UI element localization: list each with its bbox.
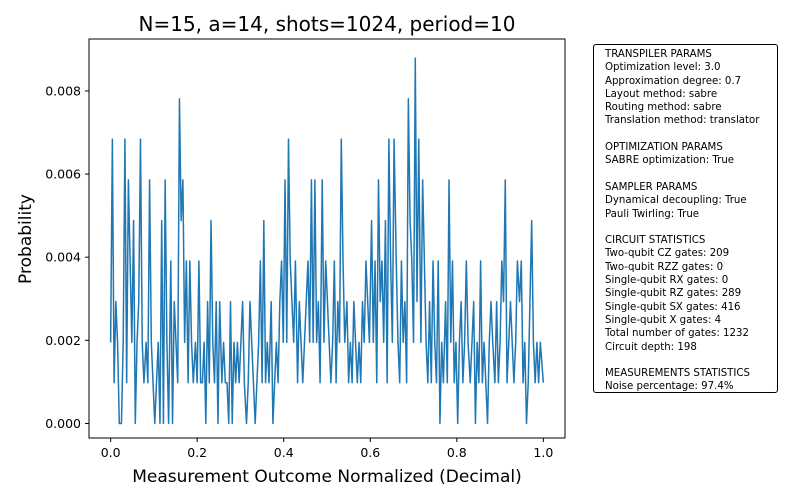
chart-title: N=15, a=14, shots=1024, period=10 [139,12,516,36]
info-box-line: MEASUREMENTS STATISTICS [605,368,750,380]
info-box-spacer [605,128,777,141]
info-box-line: TRANSPILER PARAMS [605,49,712,60]
info-box-line: Dynamical decoupling: True [605,195,747,207]
y-tick-label: 0.006 [45,167,81,182]
info-box-line: SAMPLER PARAMS [605,181,698,193]
info-box-line: Layout method: sabre [605,88,718,100]
info-box-line: Circuit depth: 198 [605,341,697,353]
info-box-line: Optimization level: 3.0 [605,62,721,74]
info-box-spacer [605,221,777,234]
x-tick-label: 0.2 [187,445,207,460]
x-tick-label: 1.0 [533,445,553,460]
x-axis: 0.0 0.2 0.4 0.6 0.8 1.0 [101,438,553,460]
info-box-line: Two-qubit CZ gates: 209 [605,248,730,260]
parameters-info-box: TRANSPILER PARAMS Optimization level: 3.0… [593,44,778,393]
info-box-line: CIRCUIT STATISTICS [605,235,706,247]
series-layer [109,57,545,425]
info-box-line: Two-qubit RZZ gates: 0 [605,261,724,273]
x-tick-label: 0.6 [360,445,380,460]
info-box-spacer [605,168,777,181]
y-axis-label: Probability [16,194,36,284]
info-box-line: Single-qubit SX gates: 416 [605,301,741,313]
info-box-line: OPTIMIZATION PARAMS [605,142,723,154]
info-box-line: Pauli Twirling: True [605,208,700,220]
info-box-line: Noise percentage: 97.4% [605,381,734,393]
info-box-line: Single-qubit RX gates: 0 [605,275,729,287]
plot-frame [88,38,566,439]
info-box-line: SABRE optimization: True [605,155,735,167]
info-box-spacer [605,354,777,367]
y-tick-label: 0.000 [45,416,81,431]
x-axis-label: Measurement Outcome Normalized (Decimal) [132,467,522,487]
info-box-line: Total number of gates: 1232 [605,328,749,340]
info-box-line: Translation method: translator [605,115,760,127]
info-box-line: Single-qubit X gates: 4 [605,314,722,326]
y-tick-label: 0.004 [45,250,81,265]
info-box-line: Approximation degree: 0.7 [605,75,742,87]
x-tick-label: 0.0 [101,445,121,460]
y-tick-label: 0.002 [45,333,81,348]
x-tick-label: 0.8 [447,445,467,460]
series-line-0 [109,57,545,425]
x-tick-label: 0.4 [274,445,294,460]
y-axis: 0.000 0.002 0.004 0.006 0.008 [45,83,89,431]
info-box-line: Single-qubit RZ gates: 289 [605,288,742,300]
info-box-line: Routing method: sabre [605,102,722,114]
y-tick-label: 0.008 [45,83,81,98]
